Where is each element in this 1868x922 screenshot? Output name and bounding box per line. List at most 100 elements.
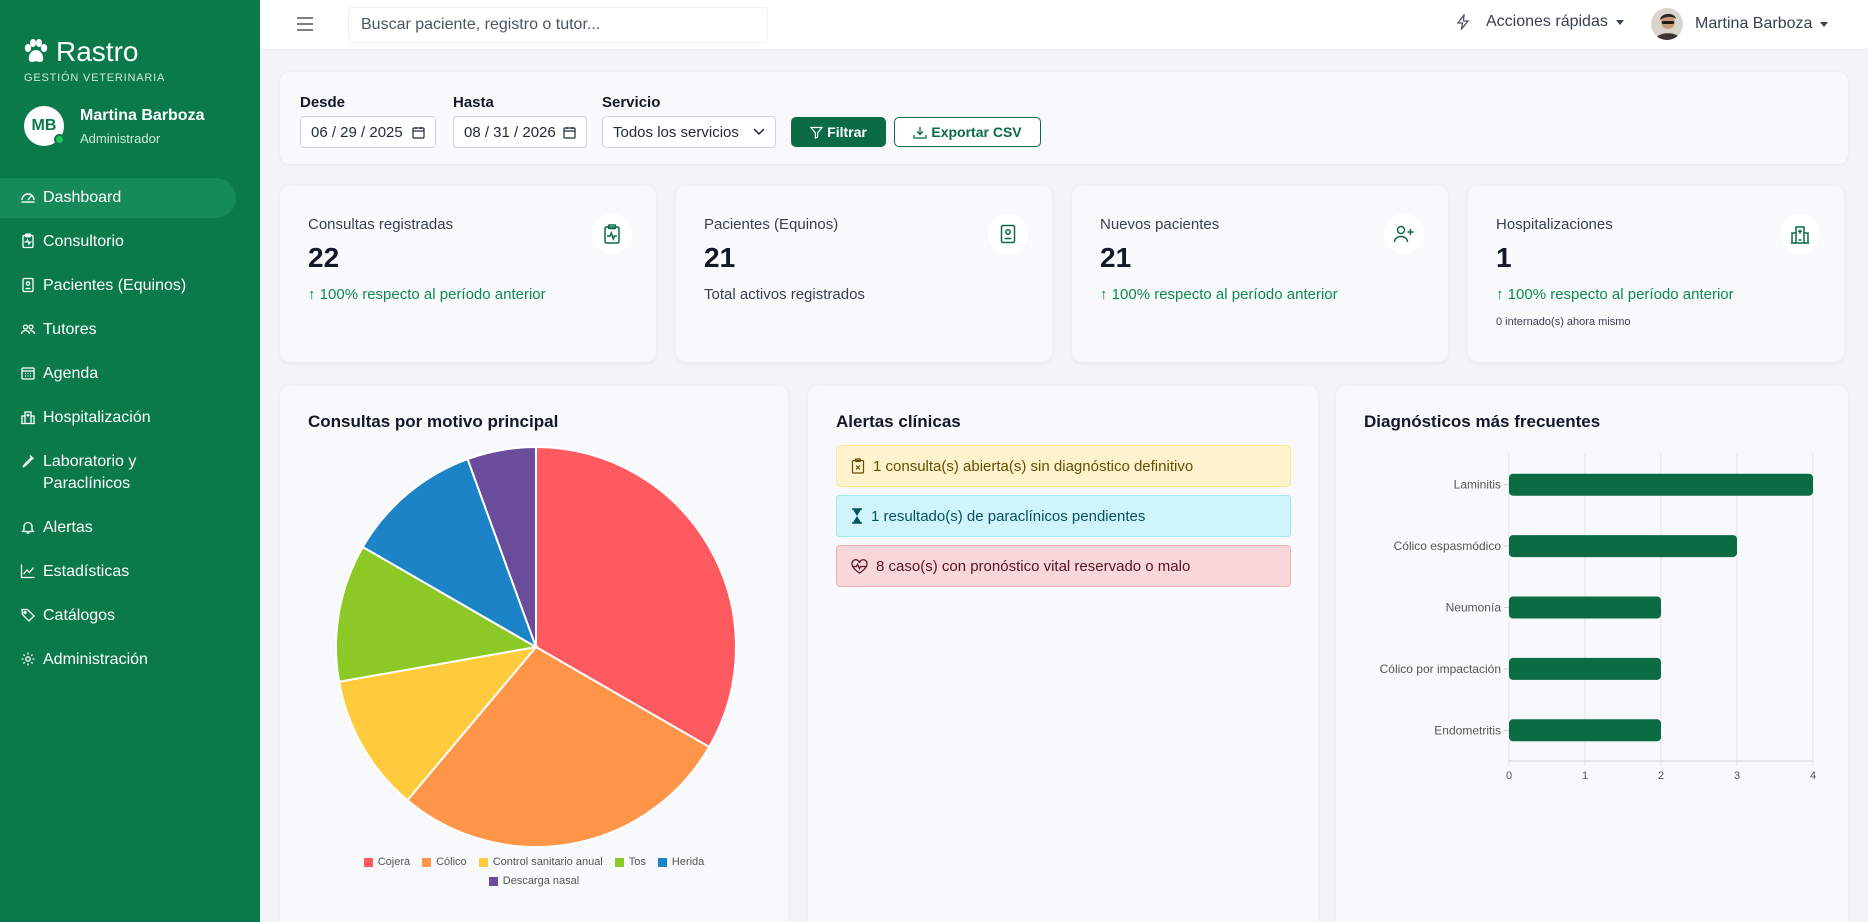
sidebar-item-dashboard[interactable]: Dashboard <box>0 178 236 218</box>
legend-label: Cojera <box>377 856 411 868</box>
legend-item[interactable]: Cólico <box>422 856 467 868</box>
sidebar-item-catalogos[interactable]: Catálogos <box>0 596 260 640</box>
bar[interactable] <box>1509 657 1661 680</box>
clipboard-pulse-icon <box>604 224 620 244</box>
pie-slice[interactable] <box>466 445 537 648</box>
legend-item[interactable]: Descarga nasal <box>488 875 579 887</box>
clipboard-x-icon <box>851 458 865 474</box>
sidebar-item-consultorio[interactable]: Consultorio <box>0 222 260 266</box>
kpi-card-nuevos-pacientes: Nuevos pacientes 21 ↑ 100% respecto al p… <box>1072 186 1448 362</box>
to-date-value: 08 / 31 / 2026 <box>464 123 556 141</box>
sidebar-item-label: Alertas <box>43 519 93 536</box>
tags-icon <box>21 608 35 622</box>
service-label: Servicio <box>602 94 661 111</box>
legend-item[interactable]: Cojera <box>363 856 411 868</box>
sidebar-item-label: Agenda <box>43 365 99 382</box>
dashboard-icon <box>21 193 35 203</box>
from-date-input[interactable]: 06 / 29 / 2025 <box>300 116 436 148</box>
alert-text: 8 caso(s) con pronóstico vital reservado… <box>876 557 1191 575</box>
pie-chart-legend: Cojera Cólico Control sanitario anual Tos He… <box>280 856 788 887</box>
filter-button[interactable]: Filtrar <box>791 117 886 147</box>
pie-slice[interactable] <box>406 645 711 849</box>
to-date-input[interactable]: 08 / 31 / 2026 <box>453 116 587 148</box>
alert-text: 1 resultado(s) de paraclínicos pendiente… <box>871 507 1146 525</box>
sidebar-item-label: Hospitalización <box>43 409 151 426</box>
bar[interactable] <box>1509 596 1661 619</box>
alerts-title: Alertas clínicas <box>836 412 961 431</box>
legend-item[interactable]: Herida <box>657 856 705 868</box>
quick-actions-label: Acciones rápidas <box>1486 13 1608 30</box>
hospital-icon <box>21 411 35 425</box>
gear-icon <box>21 652 35 666</box>
hamburger-menu-icon[interactable] <box>296 16 314 32</box>
profile-dropdown[interactable]: Martina Barboza <box>1651 8 1829 40</box>
sidebar-item-agenda[interactable]: Agenda <box>0 354 260 398</box>
kpi-title: Hospitalizaciones <box>1496 216 1613 233</box>
legend-swatch <box>657 857 667 867</box>
sidebar-item-label: Dashboard <box>43 189 122 206</box>
caret-down-icon <box>1615 19 1624 25</box>
filter-button-label: Filtrar <box>827 124 867 140</box>
brand-subtitle: GESTIÓN VETERINARIA <box>24 72 166 84</box>
kpi-trend: ↑ 100% respecto al período anterior <box>1100 286 1338 303</box>
legend-item[interactable]: Control sanitario anual <box>478 856 603 868</box>
bar[interactable] <box>1509 535 1737 558</box>
sidebar-item-laboratorio[interactable]: Laboratorio y Paraclínicos <box>0 442 260 508</box>
sidebar-item-estadisticas[interactable]: Estadísticas <box>0 552 260 596</box>
alert-info[interactable]: 1 resultado(s) de paraclínicos pendiente… <box>836 495 1291 537</box>
bar[interactable] <box>1509 473 1813 496</box>
sidebar: Rastro GESTIÓN VETERINARIA MB Martina Ba… <box>0 0 260 922</box>
sidebar-item-alertas[interactable]: Alertas <box>0 508 260 552</box>
legend-label: Tos <box>628 856 646 868</box>
sidebar-item-administracion[interactable]: Administración <box>0 640 260 684</box>
caret-down-icon <box>1820 21 1829 27</box>
x-tick-label: 4 <box>1810 770 1816 782</box>
bar-chart: 0 1 2 3 4 Laminitis Cólico espasmódico Neumonía… <box>1380 454 1816 782</box>
kpi-note: 0 internado(s) ahora mismo <box>1496 316 1631 328</box>
kpi-title: Consultas registradas <box>308 216 454 233</box>
graph-up-icon <box>20 564 35 579</box>
quick-actions-dropdown[interactable]: Acciones rápidas <box>1456 13 1624 31</box>
kpi-value: 1 <box>1496 242 1512 273</box>
pie-slice[interactable] <box>335 545 539 683</box>
from-label: Desde <box>300 94 346 111</box>
pie-chart-card: Consultas por motivo principal Cojera Cól… <box>280 386 788 922</box>
sidebar-item-label: Pacientes (Equinos) <box>43 277 187 294</box>
pie-slice[interactable] <box>337 645 539 802</box>
legend-label: Herida <box>671 856 705 868</box>
brand-logo[interactable]: Rastro <box>22 36 138 68</box>
sidebar-user: MB Martina Barboza Administrador <box>24 106 204 146</box>
bar[interactable] <box>1509 719 1661 742</box>
sidebar-item-label: Laboratorio y Paraclínicos <box>43 453 137 492</box>
id-badge-icon <box>22 277 34 293</box>
heart-pulse-icon <box>851 558 868 574</box>
diagnostics-chart-title: Diagnósticos más frecuentes <box>1364 412 1601 431</box>
export-csv-button[interactable]: Exportar CSV <box>894 117 1041 147</box>
hourglass-icon <box>852 508 862 524</box>
online-status-dot <box>54 134 65 145</box>
sidebar-item-tutores[interactable]: Tutores <box>0 310 260 354</box>
profile-name: Martina Barboza <box>1695 15 1813 32</box>
sidebar-item-hospitalizacion[interactable]: Hospitalización <box>0 398 260 442</box>
service-select-value: Todos los servicios <box>613 123 739 141</box>
user-name: Martina Barboza <box>80 106 205 124</box>
alert-text: 1 consulta(s) abierta(s) sin diagnóstico… <box>873 457 1194 475</box>
pie-slice[interactable] <box>361 457 538 650</box>
kpi-value: 21 <box>704 242 736 273</box>
legend-label: Control sanitario anual <box>492 856 603 868</box>
service-select[interactable]: Todos los servicios <box>602 116 776 148</box>
alert-warning[interactable]: 1 consulta(s) abierta(s) sin diagnóstico… <box>836 445 1291 487</box>
pie-slice[interactable] <box>535 445 738 749</box>
clinical-alerts-card: Alertas clínicas 1 consulta(s) abierta(s… <box>808 386 1318 922</box>
download-icon <box>913 126 928 139</box>
calendar-icon <box>21 367 35 380</box>
user-role: Administrador <box>80 130 161 146</box>
legend-swatch <box>614 857 624 867</box>
y-tick-label: Cólico espasmódico <box>1394 539 1502 553</box>
kpi-card-hospitalizaciones: Hospitalizaciones 1 ↑ 100% respecto al p… <box>1468 186 1844 362</box>
kpi-trend: ↑ 100% respecto al período anterior <box>1496 286 1734 303</box>
sidebar-item-pacientes[interactable]: Pacientes (Equinos) <box>0 266 260 310</box>
search-input[interactable] <box>348 7 768 43</box>
legend-item[interactable]: Tos <box>614 856 646 868</box>
alert-danger[interactable]: 8 caso(s) con pronóstico vital reservado… <box>836 545 1291 587</box>
